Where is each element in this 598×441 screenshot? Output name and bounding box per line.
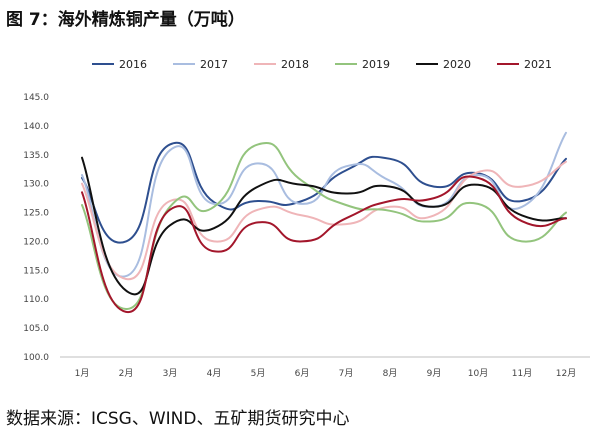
plot-lines: [81, 131, 567, 313]
x-axis: 1月 2月 3月 4月 5月 6月 7月 8月 9月 10月 11月 12月: [60, 356, 590, 379]
x-tick-label: 11月: [512, 368, 532, 379]
y-tick-label: 115.0: [23, 266, 49, 276]
legend: 2016 2017 2018 2019 2020 2021: [92, 58, 552, 71]
x-tick-label: 6月: [295, 368, 310, 379]
legend-label-2016: 2016: [119, 58, 147, 71]
chart-title: 图 7：海外精炼铜产量（万吨）: [6, 10, 245, 30]
legend-label-2021: 2021: [524, 58, 552, 71]
y-tick-label: 145.0: [23, 93, 49, 103]
x-tick-label: 12月: [556, 368, 576, 379]
series-line-2017: [81, 131, 567, 278]
y-tick-label: 135.0: [23, 151, 49, 161]
y-tick-label: 125.0: [23, 209, 49, 219]
series-line-2016: [81, 141, 567, 244]
x-tick-label: 1月: [75, 368, 90, 379]
legend-label-2020: 2020: [443, 58, 471, 71]
y-tick-label: 110.0: [23, 295, 49, 305]
x-tick-label: 3月: [163, 368, 178, 379]
x-tick-label: 9月: [427, 368, 442, 379]
x-tick-label: 2月: [119, 368, 134, 379]
x-tick-label: 10月: [468, 368, 488, 379]
source-note: 数据来源：ICSG、WIND、五矿期货研究中心: [6, 409, 350, 429]
legend-label-2017: 2017: [200, 58, 228, 71]
y-tick-label: 130.0: [23, 180, 49, 190]
x-tick-label: 4月: [207, 368, 222, 379]
x-tick-label: 8月: [383, 368, 398, 379]
series-line-2018: [81, 160, 567, 281]
x-tick-label: 5月: [251, 368, 266, 379]
series-line-2021: [81, 175, 567, 313]
y-tick-label: 100.0: [23, 353, 49, 363]
x-tick-label: 7月: [339, 368, 354, 379]
y-tick-label: 140.0: [23, 122, 49, 132]
legend-label-2019: 2019: [362, 58, 390, 71]
y-axis: 100.0 105.0 110.0 115.0 120.0 125.0 130.0 135.0…: [23, 93, 49, 363]
y-tick-label: 120.0: [23, 237, 49, 247]
legend-label-2018: 2018: [281, 58, 309, 71]
y-tick-label: 105.0: [23, 324, 49, 334]
